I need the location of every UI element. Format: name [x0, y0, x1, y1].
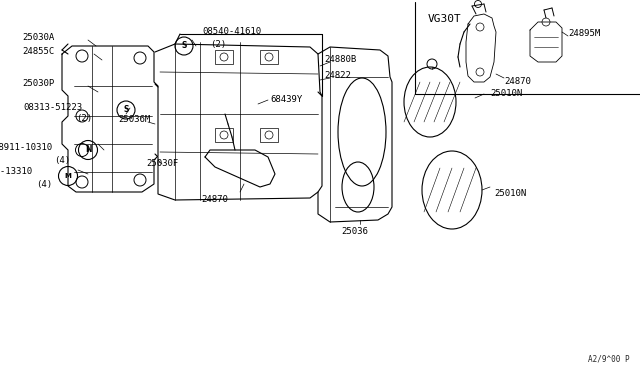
Text: (4): (4) — [36, 180, 52, 189]
Text: A2/9^00 P: A2/9^00 P — [588, 355, 630, 364]
Text: 25010N: 25010N — [490, 90, 522, 99]
Text: 24895M: 24895M — [568, 29, 600, 38]
Text: 25030P: 25030P — [23, 80, 55, 89]
Text: 24822: 24822 — [324, 71, 351, 80]
Text: 24880B: 24880B — [324, 55, 356, 64]
Text: 08540-41610: 08540-41610 — [202, 28, 261, 36]
Text: 24870: 24870 — [202, 196, 228, 205]
Bar — [260, 50, 278, 64]
Text: 25036M: 25036M — [118, 115, 150, 125]
Text: 25030F: 25030F — [146, 160, 179, 169]
Text: (2): (2) — [76, 115, 92, 124]
Text: 25030A: 25030A — [23, 32, 55, 42]
Text: (2): (2) — [210, 39, 226, 48]
Text: S: S — [124, 106, 129, 115]
Bar — [215, 50, 233, 64]
Text: 24870: 24870 — [504, 77, 531, 87]
Bar — [260, 128, 278, 142]
Text: 24855C: 24855C — [23, 48, 55, 57]
Bar — [215, 128, 233, 142]
Text: M: M — [65, 173, 72, 179]
Text: 08915-13310: 08915-13310 — [0, 167, 32, 176]
Text: 08911-10310: 08911-10310 — [0, 142, 52, 151]
Text: 25036: 25036 — [342, 228, 369, 237]
Text: (4): (4) — [54, 155, 70, 164]
Text: 25010N: 25010N — [494, 189, 526, 199]
Text: 68439Y: 68439Y — [270, 96, 302, 105]
Text: S: S — [181, 42, 187, 51]
Text: N: N — [84, 145, 92, 154]
Text: 08313-51223: 08313-51223 — [23, 103, 82, 112]
Text: VG30T: VG30T — [428, 14, 461, 24]
